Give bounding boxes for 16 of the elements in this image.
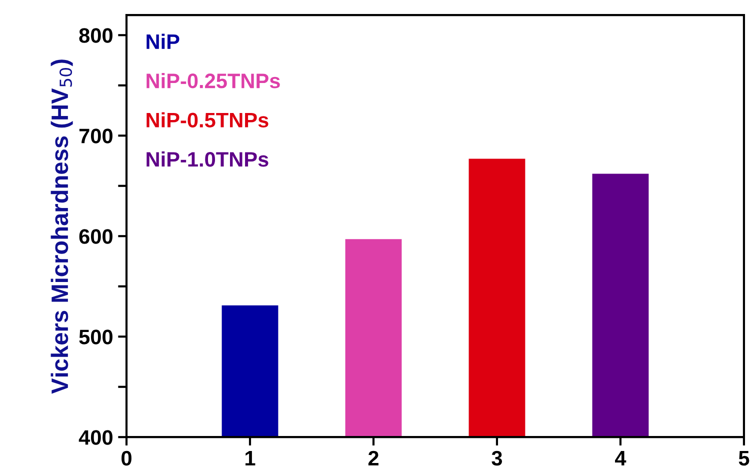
- y-tick-label: 800: [79, 28, 112, 43]
- x-tick-label: 3: [492, 450, 502, 466]
- text: NiP-1.0TNPs: [146, 151, 268, 167]
- y-tick-label: 600: [79, 229, 112, 244]
- y-tick-label: 400: [78, 430, 112, 445]
- x-tick-label: 0: [122, 450, 132, 466]
- y-axis-title: Vickers Microhardness (HV$_{50}$): [50, 60, 73, 394]
- text: NiP-0.25TNPs: [146, 73, 280, 88]
- text: NiP-0.5TNPs: [146, 112, 268, 128]
- x-tick-label: 5: [738, 451, 750, 466]
- x-tick-label: 2: [368, 450, 378, 466]
- x-tick-label: 4: [614, 451, 626, 466]
- x-tick-label: 1: [246, 451, 256, 466]
- y-tick-label: 500: [79, 330, 112, 344]
- text: NiP: [146, 34, 180, 49]
- y-tick-label: 700: [79, 128, 112, 144]
